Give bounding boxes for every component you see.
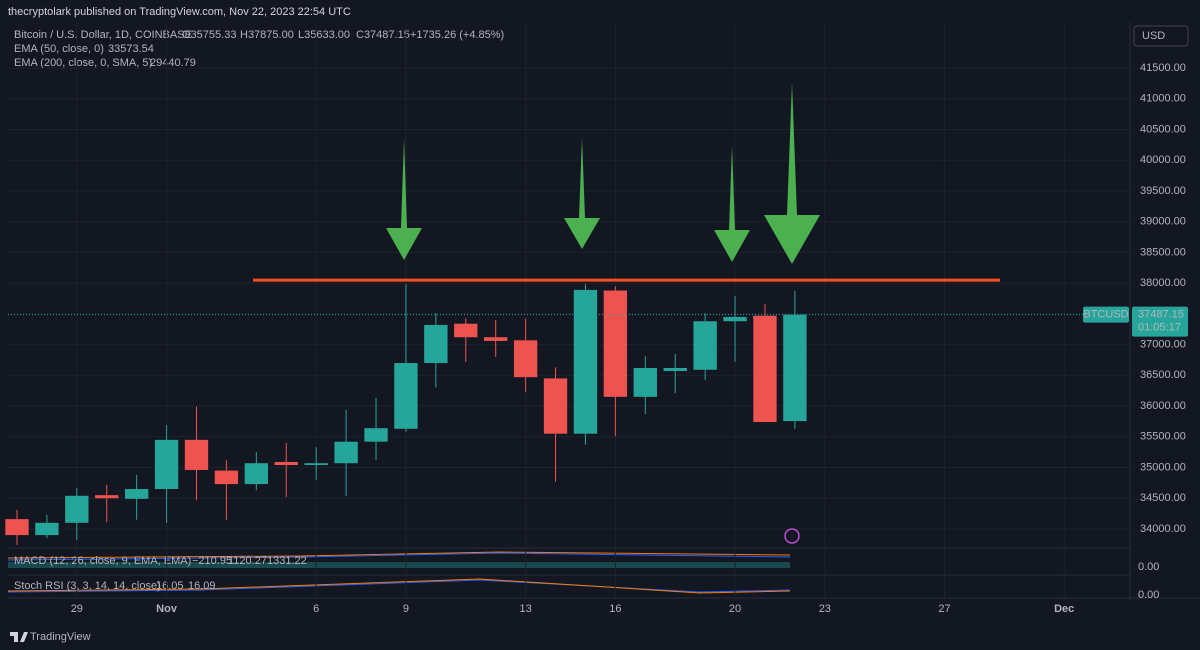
symbol: Bitcoin / U.S. Dollar, 1D, COINBASE (14, 29, 192, 41)
y-tick-label: 35500.00 (1140, 431, 1186, 443)
y-tick-label: 34500.00 (1140, 492, 1186, 504)
y-tick-label: 41000.00 (1140, 93, 1186, 105)
stoch-d (7, 578, 791, 594)
candle-body (633, 367, 657, 397)
y-tick-label: 40000.00 (1140, 154, 1186, 166)
x-tick-label: 23 (819, 603, 831, 615)
macd-value: 1331.22 (267, 555, 307, 567)
candle-body (334, 441, 358, 464)
symbol-tag-text: BTCUSD (1083, 309, 1128, 321)
ohlc-close: C37487.15 (356, 29, 410, 41)
candle-body (214, 470, 239, 485)
y-tick-label: 40500.00 (1140, 123, 1186, 135)
candle-body (184, 439, 209, 470)
candle-body (244, 463, 269, 485)
candle-body (573, 289, 598, 434)
ema50-value: 33573.54 (108, 43, 154, 55)
candle-body (424, 324, 448, 364)
stoch-label: Stoch RSI (3, 3, 14, 14, close) (14, 580, 161, 592)
x-tick-label: Dec (1054, 603, 1074, 615)
event-icon[interactable] (784, 528, 800, 544)
brand: TradingView (30, 631, 91, 643)
candle-body (663, 367, 687, 372)
arrow (764, 82, 820, 264)
ema200-value: 29440.79 (150, 57, 196, 69)
arrow (714, 145, 750, 262)
legend: Bitcoin / U.S. Dollar, 1D, COINBASE O357… (14, 29, 504, 69)
x-tick-label: 16 (609, 603, 621, 615)
ohlc-change: +1735.26 (+4.85%) (410, 29, 504, 41)
candle-body (484, 337, 508, 341)
candle-body (304, 463, 328, 466)
macd-line (7, 552, 791, 561)
stoch-k (7, 579, 791, 593)
macd-value: −210.95 (192, 555, 232, 567)
candle-body (783, 314, 807, 422)
candle-body (513, 340, 538, 378)
candle-body (35, 522, 59, 536)
y-tick-label: 38500.00 (1140, 246, 1186, 258)
publisher: thecryptolark published on TradingView.c… (8, 6, 351, 18)
candle-body (124, 489, 149, 499)
y-tick-label: 37000.00 (1140, 339, 1186, 351)
macd-pane: MACD (12, 26, close, 9, EMA, EMA) −210.9… (7, 551, 1159, 573)
x-tick-label: 29 (71, 603, 83, 615)
stoch-value: 16.09 (188, 580, 216, 592)
arrow (386, 138, 422, 260)
macd-histogram (8, 562, 790, 568)
candle-body (454, 323, 478, 338)
candle-body (753, 315, 777, 423)
ohlc-open: O35755.33 (182, 29, 236, 41)
candle-body (5, 519, 29, 536)
x-tick-label: 6 (313, 603, 319, 615)
y-tick-label: 34000.00 (1140, 523, 1186, 535)
candle-body (154, 439, 179, 490)
y-tick-label: 39500.00 (1140, 185, 1186, 197)
y-tick-label: 38000.00 (1140, 277, 1186, 289)
x-tick-label: 13 (519, 603, 531, 615)
footer (0, 620, 1200, 650)
macd-label: MACD (12, 26, close, 9, EMA, EMA) (14, 555, 191, 567)
y-tick-label: 39000.00 (1140, 216, 1186, 228)
x-tick-label: 27 (938, 603, 950, 615)
currency[interactable]: USD (1142, 30, 1165, 42)
macd-value: 1120.27 (228, 555, 267, 567)
price-tag-text: 37487.15 (1138, 309, 1184, 321)
ohlc-high: H37875.00 (240, 29, 294, 41)
arrow (564, 137, 600, 249)
macd-signal (7, 551, 791, 559)
countdown: 01:05:17 (1138, 322, 1181, 334)
candle-body (274, 461, 298, 466)
y-tick-label: 41500.00 (1140, 62, 1186, 74)
y-tick-label: 36500.00 (1140, 369, 1186, 381)
y-tick-label: 36000.00 (1140, 400, 1186, 412)
stoch-value: 16.05 (156, 580, 184, 592)
logo (10, 632, 28, 642)
ema200: EMA (200, close, 0, SMA, 5) (14, 57, 152, 69)
ema50: EMA (50, close, 0) (14, 43, 104, 55)
symbol-tag (1083, 306, 1129, 323)
macd-axis: 0.00 (1138, 561, 1159, 573)
currency-button[interactable] (1133, 25, 1189, 47)
x-tick-label: 20 (729, 603, 741, 615)
candle-body (603, 290, 628, 397)
stoch-axis: 0.00 (1138, 589, 1159, 601)
ohlc-low: L35633.00 (298, 29, 350, 41)
candle-body (394, 363, 418, 429)
y-tick-label: 35000.00 (1140, 461, 1186, 473)
candle-body (723, 316, 747, 322)
candle-body (65, 495, 89, 523)
candle-body (95, 495, 119, 499)
x-tick-label: Nov (156, 603, 178, 615)
candle-body (364, 428, 388, 442)
stoch-pane: Stoch RSI (3, 3, 14, 14, close) 16.05 16… (7, 578, 1159, 601)
price-tag (1132, 306, 1188, 337)
arrows (386, 82, 820, 264)
candle-body (543, 378, 568, 434)
candle-body (693, 321, 717, 370)
x-tick-label: 9 (403, 603, 409, 615)
